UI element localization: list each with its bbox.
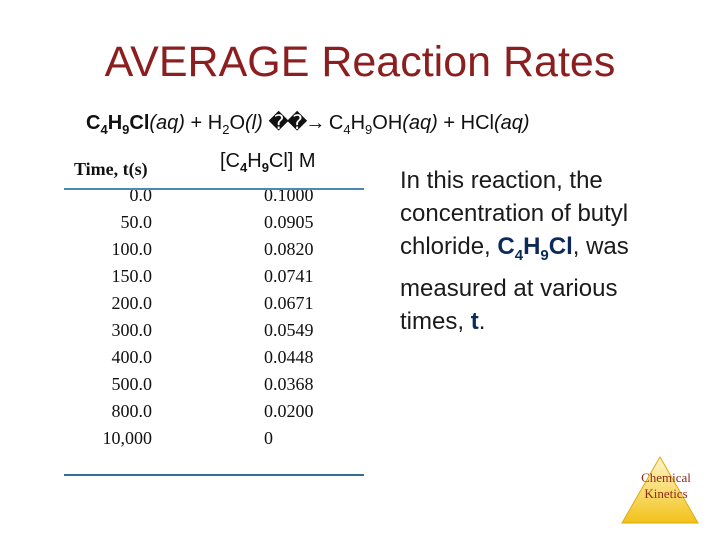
logo-line1: Chemical bbox=[641, 470, 691, 485]
desc-formula-sub2: 9 bbox=[540, 246, 549, 264]
concentration-column-header: [C4H9Cl] M bbox=[220, 150, 316, 175]
concentration-cell: 0.0671 bbox=[264, 293, 314, 313]
eq-arrow: ��→ bbox=[268, 112, 325, 134]
desc-formula-h: H bbox=[523, 233, 541, 260]
table-bottom-rule bbox=[64, 474, 364, 476]
time-cell: 50.0 bbox=[120, 212, 153, 232]
eq-water-o: O bbox=[229, 112, 245, 134]
eq-reactant-sub2: 9 bbox=[122, 122, 130, 137]
eq-product-h: H bbox=[350, 112, 366, 134]
table-row: 400.0 0.0448 bbox=[64, 344, 464, 371]
desc-formula-cl: Cl bbox=[548, 233, 573, 260]
concentration-cell: 0.0368 bbox=[264, 374, 314, 394]
table-header-row: Time, t(s) bbox=[64, 150, 464, 182]
desc-part2: , was measured at various times, bbox=[400, 233, 629, 335]
table-row: 800.0 0.0200 bbox=[64, 398, 464, 425]
chemical-kinetics-logo-icon bbox=[621, 455, 699, 524]
eq-water-state: (l) bbox=[245, 112, 263, 134]
table-row: 300.0 0.0549 bbox=[64, 317, 464, 344]
eq-product-sub1: 4 bbox=[343, 122, 351, 137]
time-cell: 500.0 bbox=[111, 374, 153, 394]
table-row: 50.0 0.0905 bbox=[64, 209, 464, 236]
slide-title: AVERAGE Reaction Rates bbox=[104, 38, 616, 86]
time-cell: 200.0 bbox=[111, 293, 153, 313]
concentration-cell: 0.0448 bbox=[264, 347, 314, 367]
eq-product-c: C bbox=[323, 112, 344, 134]
conc-header-pre: [C bbox=[220, 150, 240, 172]
conc-header-post: Cl] M bbox=[268, 150, 316, 172]
concentration-cell: 0.0741 bbox=[264, 266, 314, 286]
eq-plus-water: + H bbox=[184, 112, 223, 134]
table-body: 0.0 0.1000 50.0 0.0905 100.0 0.0820 150.0 0.074… bbox=[64, 182, 464, 452]
concentration-table: Time, t(s) 0.0 0.1000 50.0 0.0905 100.0 0.082… bbox=[64, 150, 464, 452]
description-text: In this reaction, the concentration of b… bbox=[400, 164, 680, 338]
time-column-header: Time, t(s) bbox=[64, 150, 162, 182]
desc-formula-c: C bbox=[497, 233, 515, 260]
concentration-cell: 0.0905 bbox=[264, 212, 314, 232]
reaction-equation: C4H9Cl(aq) + H2O(l) ��→ C4H9OH(aq) + HCl… bbox=[86, 110, 530, 137]
eq-water-sub: 2 bbox=[222, 122, 230, 137]
eq-product-oh: OH bbox=[372, 112, 403, 134]
time-cell: 100.0 bbox=[111, 239, 153, 259]
time-cell: 150.0 bbox=[111, 266, 153, 286]
concentration-cell: 0.0549 bbox=[264, 320, 314, 340]
concentration-cell: 0 bbox=[264, 428, 273, 448]
time-cell: 400.0 bbox=[111, 347, 153, 367]
eq-product-sub2: 9 bbox=[365, 122, 373, 137]
time-cell: 300.0 bbox=[111, 320, 153, 340]
eq-reactant-c: C bbox=[86, 112, 101, 134]
eq-reactant-sub1: 4 bbox=[100, 122, 108, 137]
table-row: 0.0 0.1000 bbox=[64, 182, 464, 209]
eq-reactant-cl: Cl bbox=[129, 112, 150, 134]
eq-plus-hcl: + HCl bbox=[437, 112, 494, 134]
table-row: 100.0 0.0820 bbox=[64, 236, 464, 263]
time-header-label: Time, t(s) bbox=[74, 158, 148, 179]
concentration-cell: 0.1000 bbox=[264, 185, 314, 205]
conc-header-sub1: 4 bbox=[240, 160, 248, 175]
conc-header-sub2: 9 bbox=[261, 160, 269, 175]
time-cell: 0.0 bbox=[129, 185, 153, 205]
logo-label: Chemical Kinetics bbox=[626, 470, 706, 502]
desc-var-t: t bbox=[470, 307, 479, 335]
time-cell: 10,000 bbox=[102, 428, 153, 448]
concentration-cell: 0.0820 bbox=[264, 239, 314, 259]
eq-reactant-h: H bbox=[107, 112, 123, 134]
table-header-rule bbox=[64, 188, 364, 190]
desc-part1: In this reaction, the concentration of b… bbox=[400, 167, 629, 260]
conc-header-h: H bbox=[247, 150, 262, 172]
eq-product-state: (aq) bbox=[402, 112, 438, 134]
eq-hcl-state: (aq) bbox=[493, 112, 530, 134]
table-row: 10,000 0 bbox=[64, 425, 464, 452]
concentration-cell: 0.0200 bbox=[264, 401, 314, 421]
table-row: 150.0 0.0741 bbox=[64, 263, 464, 290]
time-cell: 800.0 bbox=[111, 401, 153, 421]
eq-reactant-state: (aq) bbox=[149, 112, 185, 134]
desc-part3: . bbox=[478, 307, 486, 335]
logo-line2: Kinetics bbox=[644, 486, 688, 501]
table-row: 200.0 0.0671 bbox=[64, 290, 464, 317]
table-row: 500.0 0.0368 bbox=[64, 371, 464, 398]
desc-formula-sub1: 4 bbox=[514, 246, 524, 264]
